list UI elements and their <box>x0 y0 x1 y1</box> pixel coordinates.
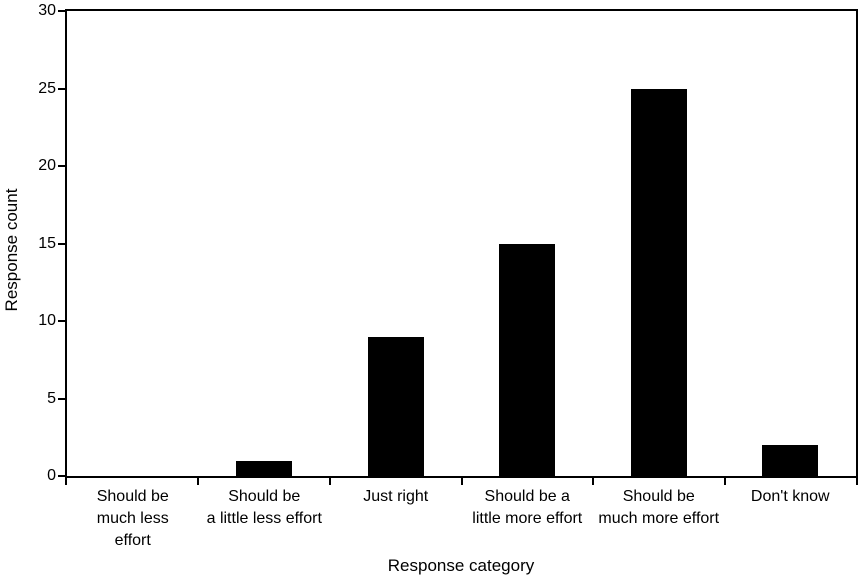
x-axis-title: Response category <box>387 556 535 575</box>
y-tick-mark <box>58 10 65 12</box>
y-tick-label: 5 <box>47 389 56 407</box>
y-tick-label: 15 <box>38 234 56 252</box>
bar <box>499 243 556 476</box>
x-tick-mark <box>196 478 199 485</box>
y-tick-mark <box>58 242 65 245</box>
bar <box>762 445 819 476</box>
y-tick-mark <box>58 87 65 90</box>
x-tick-label: Should be much more effort <box>598 488 720 527</box>
x-tick-label: Don't know <box>750 488 830 505</box>
y-tick-label: 20 <box>38 157 56 174</box>
bar <box>630 88 687 476</box>
x-tick-mark <box>460 478 463 485</box>
x-tick-mark <box>328 478 331 485</box>
y-axis-title: Response count <box>2 188 21 312</box>
x-tick-label: Just right <box>363 488 429 505</box>
plot-area <box>65 9 858 478</box>
x-tick-mark <box>592 478 595 485</box>
x-tick-mark <box>724 478 727 485</box>
y-tick-mark <box>58 475 65 477</box>
y-tick-label: 25 <box>38 79 56 97</box>
y-tick-mark <box>58 397 65 400</box>
bar <box>236 460 293 476</box>
y-tick-mark <box>58 165 65 167</box>
y-tick-label: 0 <box>47 467 56 484</box>
y-tick-label: 30 <box>38 2 56 19</box>
y-tick-label: 10 <box>38 312 56 329</box>
x-tick-label: Should be a little more effort <box>472 488 583 527</box>
x-tick-label: Should be a little less effort <box>206 488 322 527</box>
y-tick-mark <box>58 320 65 322</box>
x-tick-mark <box>65 478 67 485</box>
x-tick-mark <box>856 478 858 485</box>
x-tick-label: Should be much less effort <box>96 488 169 549</box>
bar <box>367 336 424 476</box>
